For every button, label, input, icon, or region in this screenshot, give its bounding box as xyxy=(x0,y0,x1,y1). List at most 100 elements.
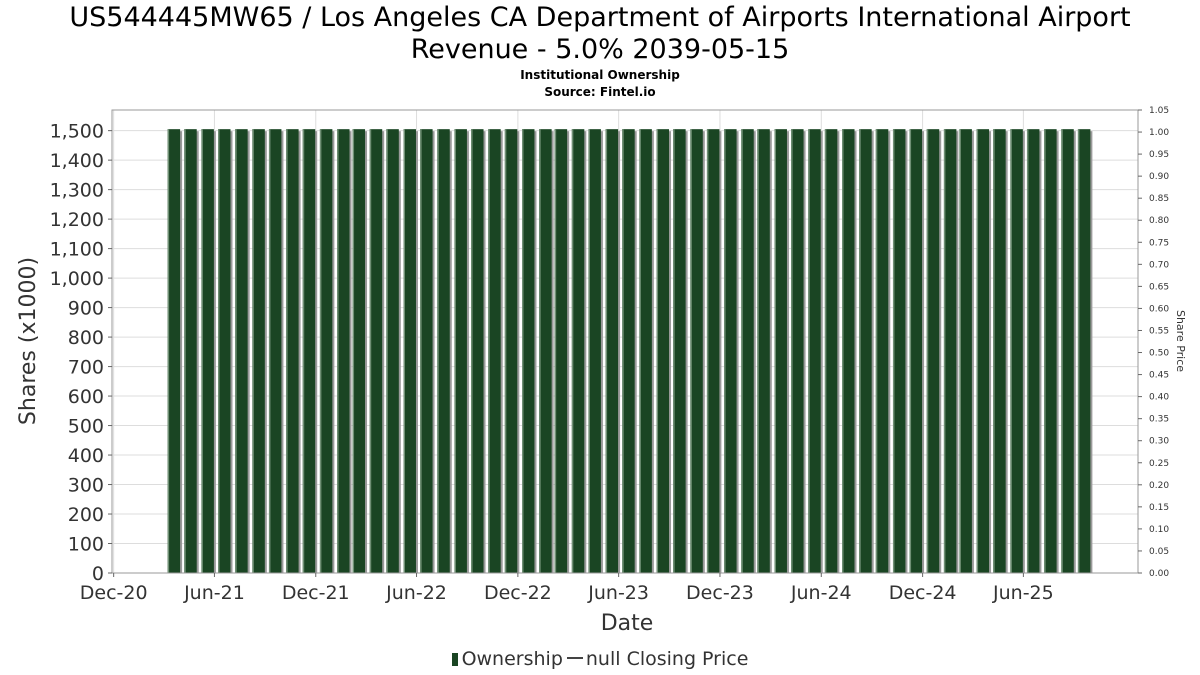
y2-tick-label: 0.00 xyxy=(1149,569,1169,579)
bar xyxy=(302,129,316,573)
bar xyxy=(386,129,399,573)
bar xyxy=(859,129,872,573)
bar xyxy=(993,129,1006,573)
y-tick-label: 500 xyxy=(68,416,104,438)
bar xyxy=(690,129,703,573)
bar-highlight xyxy=(504,129,507,573)
chart-subtitle: Institutional Ownership xyxy=(520,68,680,82)
bar-highlight xyxy=(875,129,878,573)
y-tick-label: 700 xyxy=(68,357,104,379)
x-tick-label: Jun-24 xyxy=(790,582,852,604)
bar-highlight xyxy=(706,129,709,573)
bar-highlight xyxy=(218,129,220,573)
bar-highlight xyxy=(673,129,675,573)
y2-tick-label: 0.05 xyxy=(1149,547,1169,557)
bar-highlight xyxy=(892,129,895,573)
bar-highlight xyxy=(622,129,624,573)
y-tick-label: 900 xyxy=(68,298,104,320)
bar xyxy=(571,129,585,573)
y-tick-label: 400 xyxy=(68,445,104,467)
bar xyxy=(673,129,686,573)
y2-tick-label: 0.40 xyxy=(1149,393,1169,403)
bar xyxy=(706,129,720,573)
y2-tick-label: 0.80 xyxy=(1149,216,1169,226)
legend-closing-price-line xyxy=(566,657,583,659)
bar xyxy=(184,129,197,573)
bar xyxy=(1026,129,1040,573)
x-tick-label: Jun-23 xyxy=(587,582,649,604)
y2-tick-label: 0.95 xyxy=(1149,150,1169,160)
bar-highlight xyxy=(1010,129,1012,573)
bar-highlight xyxy=(757,129,759,573)
bar xyxy=(218,129,231,573)
y-tick-label: 0 xyxy=(92,563,104,585)
bar-highlight xyxy=(539,129,541,573)
bar xyxy=(724,129,737,573)
bar-highlight xyxy=(656,129,659,573)
bar xyxy=(808,129,821,573)
y2-tick-label: 0.65 xyxy=(1149,282,1169,292)
bar-highlight xyxy=(774,129,776,573)
x-tick-label: Dec-24 xyxy=(889,582,957,604)
bar xyxy=(521,129,535,573)
bar xyxy=(403,129,416,573)
bar-highlight xyxy=(369,129,372,573)
bar xyxy=(437,129,450,573)
bar-highlight xyxy=(639,129,641,573)
bar-highlight xyxy=(437,129,439,573)
bar xyxy=(842,129,855,573)
y-tick-label: 800 xyxy=(68,327,104,349)
y2-tick-label: 0.30 xyxy=(1149,437,1169,447)
bar-highlight xyxy=(690,129,692,573)
y2-tick-label: 0.75 xyxy=(1149,238,1169,248)
bar xyxy=(286,129,299,573)
y2-tick-label: 0.60 xyxy=(1149,304,1169,314)
bar-highlight xyxy=(386,129,388,573)
bar-highlight xyxy=(842,129,844,573)
bar-highlight xyxy=(959,129,961,573)
y-tick-label: 1,000 xyxy=(50,268,104,290)
y2-tick-label: 0.55 xyxy=(1149,326,1169,336)
bar xyxy=(741,129,754,573)
bar xyxy=(369,129,383,573)
bar-highlight xyxy=(824,129,827,573)
bar-highlight xyxy=(605,129,608,573)
bar xyxy=(167,129,181,573)
bar-highlight xyxy=(1077,129,1080,573)
bar-highlight xyxy=(791,129,793,573)
bar-highlight xyxy=(521,129,524,573)
bar-highlight xyxy=(403,129,406,573)
y2-tick-label: 0.15 xyxy=(1149,503,1169,513)
y-tick-label: 200 xyxy=(68,504,104,526)
bar xyxy=(791,129,804,573)
bar-highlight xyxy=(741,129,743,573)
y-tick-label: 1,400 xyxy=(50,150,104,172)
bar xyxy=(976,129,990,573)
bar xyxy=(201,129,214,573)
bar-highlight xyxy=(167,129,170,573)
bar-highlight xyxy=(420,129,422,573)
y2-tick-label: 0.45 xyxy=(1149,371,1169,381)
bar-highlight xyxy=(588,129,590,573)
bar xyxy=(554,129,568,573)
bar xyxy=(622,129,635,573)
y-tick-label: 300 xyxy=(68,475,104,497)
bar-highlight xyxy=(352,129,355,573)
y-axis-title: Shares (x1000) xyxy=(16,257,41,425)
x-axis-title: Date xyxy=(601,611,654,636)
bar xyxy=(639,129,652,573)
y2-tick-label: 0.50 xyxy=(1149,349,1169,359)
chart-title: US544445MW65 / Los Angeles CA Department… xyxy=(0,2,1200,66)
y-tick-label: 1,200 xyxy=(50,209,104,231)
bar-highlight xyxy=(268,129,271,573)
y-tick-label: 1,300 xyxy=(50,180,104,202)
bar-highlight xyxy=(235,129,237,573)
bar xyxy=(605,129,619,573)
chart-title-line-1: US544445MW65 / Los Angeles CA Department… xyxy=(69,2,1131,33)
chart-source: Source: Fintel.io xyxy=(544,85,656,99)
bar xyxy=(1044,129,1057,573)
x-tick-label: Dec-21 xyxy=(282,582,350,604)
y2-tick-label: 0.85 xyxy=(1149,194,1169,204)
bar xyxy=(1010,129,1023,573)
